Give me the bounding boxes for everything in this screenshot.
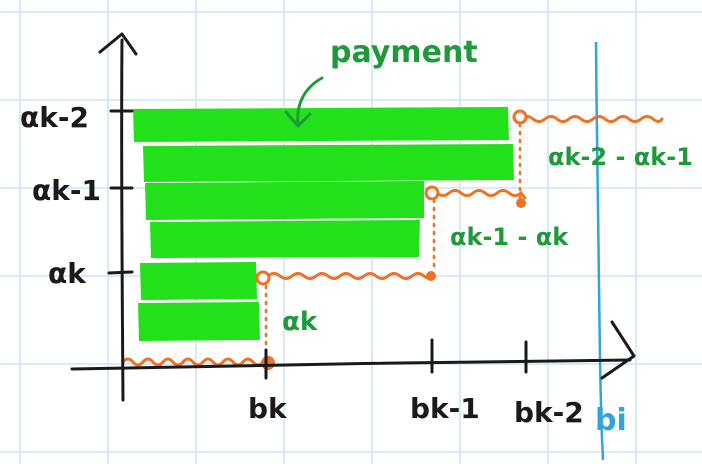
- bi-label: bi: [595, 403, 627, 438]
- x-label-bk-2: bk-2: [514, 396, 584, 429]
- bi-vertical-line: [594, 41, 605, 461]
- payment-bar-5: [140, 262, 257, 300]
- y-axis: [120, 38, 125, 402]
- bid-lines: [121, 109, 664, 370]
- bid-circle-top: [512, 109, 528, 125]
- x-axis-arrow: [600, 320, 636, 380]
- bid-dot-low-end: [426, 271, 436, 281]
- diff-k1-k-label: αk-1 - αk: [450, 223, 569, 251]
- payment-bar-3: [145, 181, 424, 220]
- bid-circle-mid: [424, 185, 440, 201]
- y-label-alpha-k-2: αk-2: [20, 101, 89, 134]
- payment-bar-2: [143, 144, 514, 182]
- payment-bars: [133, 107, 514, 341]
- bid-wave-low: [266, 272, 436, 280]
- y-tick-3: [107, 270, 134, 275]
- x-label-bk: bk: [248, 392, 288, 425]
- payment-bar-4: [150, 220, 420, 258]
- diff-k2-k1-label: αk-2 - αk-1: [548, 143, 693, 171]
- payment-arrow: [284, 76, 324, 128]
- payment-label: payment: [330, 35, 478, 70]
- bid-circle-low: [255, 270, 271, 286]
- y-label-alpha-k-1: αk-1: [32, 174, 101, 207]
- payment-bar-1: [133, 107, 509, 142]
- bid-dot-axis-end: [261, 356, 275, 370]
- bid-wave-mid: [435, 189, 527, 200]
- bid-dot-mid-end: [516, 198, 526, 208]
- bid-wave-top: [519, 115, 664, 123]
- payment-bar-6: [138, 302, 260, 341]
- axes: [70, 32, 636, 402]
- x-label-bk-1: bk-1: [410, 392, 480, 425]
- y-label-alpha-k: αk: [48, 257, 87, 290]
- alpha-k-label: αk: [282, 307, 318, 337]
- x-axis: [70, 358, 632, 371]
- y-axis-arrow: [98, 32, 138, 56]
